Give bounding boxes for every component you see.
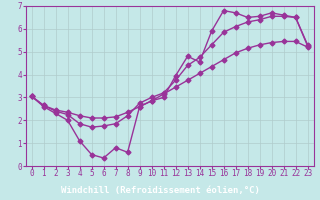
Text: Windchill (Refroidissement éolien,°C): Windchill (Refroidissement éolien,°C) [60, 186, 260, 194]
